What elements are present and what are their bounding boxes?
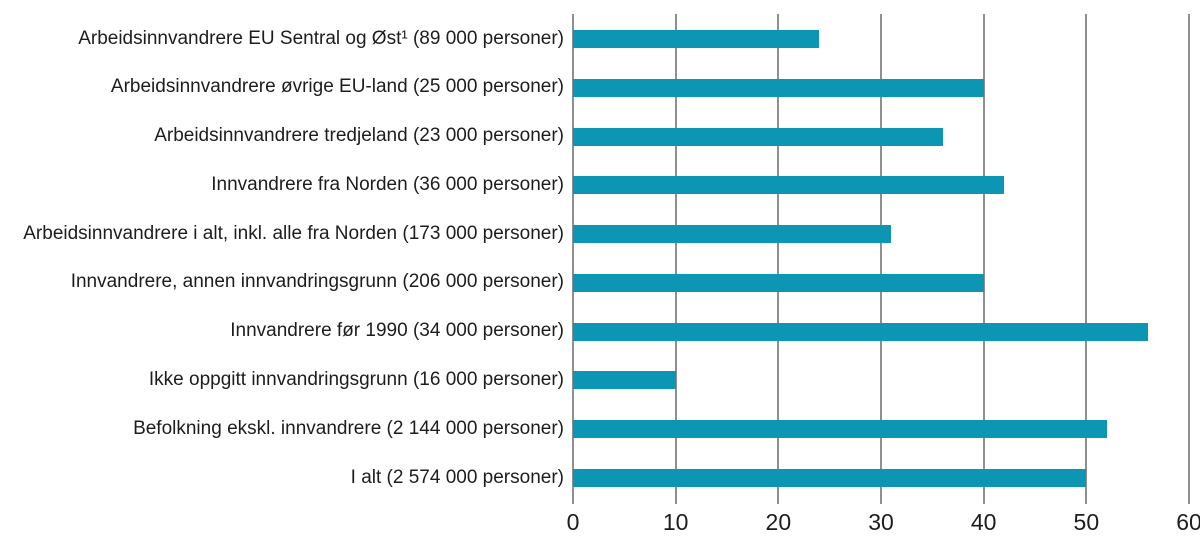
category-label: Ikke oppgitt innvandringsgrunn (16 000 p… [148, 369, 564, 390]
bar [573, 127, 943, 146]
bar [573, 420, 1107, 439]
bar [573, 469, 1087, 488]
category-label: Arbeidsinnvandrere i alt, inkl. alle fra… [23, 222, 564, 244]
bar [573, 322, 1148, 341]
bar [573, 273, 984, 292]
x-tick-label: 50 [1073, 509, 1100, 535]
bar [573, 30, 820, 48]
bar [573, 176, 1005, 195]
category-label: I alt (2 574 000 personer) [350, 466, 564, 488]
gridline-10 [674, 14, 677, 504]
gridline-50 [1085, 14, 1088, 504]
x-tick-label: 10 [662, 509, 689, 535]
bar [573, 225, 892, 244]
x-tick-label: 30 [868, 509, 894, 535]
gridline-20 [777, 14, 780, 504]
bar [573, 78, 984, 97]
x-tick-label: 60 [1176, 509, 1200, 535]
x-tick-label: 20 [765, 509, 792, 535]
category-label: Innvandrere fra Norden (36 000 personer) [211, 173, 564, 195]
gridline-30 [880, 14, 882, 504]
x-tick-label: 0 [566, 509, 580, 535]
category-label: Befolkning ekskl. innvandrere (2 144 000… [133, 417, 564, 439]
x-tick-label: 40 [970, 509, 997, 535]
category-label: Innvandrere, annen innvandringsgrunn (20… [70, 271, 564, 293]
category-label: Arbeidsinnvandrere øvrige EU-land (25 00… [110, 76, 564, 98]
category-label: Innvandrere før 1990 (34 000 personer) [230, 320, 564, 342]
gridline-60 [1188, 14, 1190, 504]
gridline-0 [572, 14, 574, 504]
category-label: Arbeidsinnvandrere tredjeland (23 000 pe… [154, 125, 564, 147]
category-label: Arbeidsinnvandrere EU Sentral og Øst¹ (8… [78, 27, 564, 49]
gridline-40 [982, 14, 985, 504]
bar [573, 371, 676, 390]
